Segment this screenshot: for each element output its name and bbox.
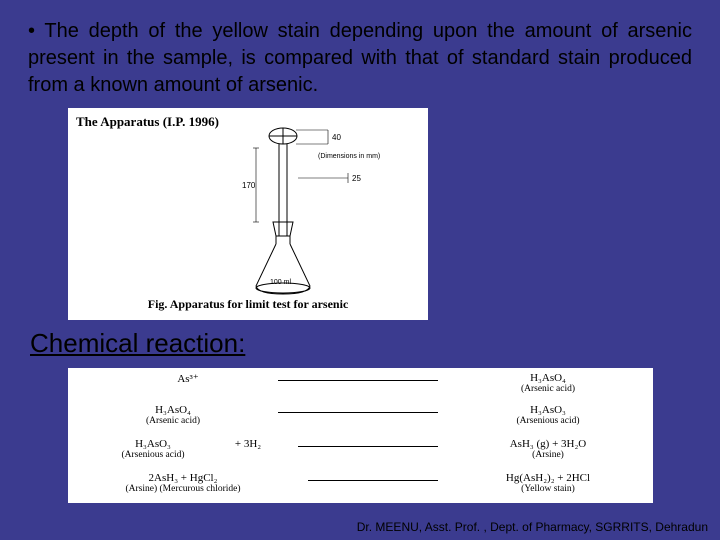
r3-left-name: (Arsenious acid) bbox=[88, 450, 218, 460]
r4-right-name: (Yellow stain) bbox=[458, 484, 638, 494]
r4-arrow bbox=[308, 480, 438, 481]
r2-left-name: (Arsenic acid) bbox=[98, 416, 248, 426]
dim-tube: 170 bbox=[242, 181, 256, 190]
r3-right-formula: AsH₃ (g) + 3H₂O bbox=[458, 438, 638, 450]
r2-left-formula: H₃AsO₄ bbox=[98, 404, 248, 416]
footer-credit: Dr. MEENU, Asst. Prof. , Dept. of Pharma… bbox=[357, 520, 708, 534]
r1-left-formula: As³⁺ bbox=[128, 372, 248, 385]
r2-arrow bbox=[278, 412, 438, 413]
apparatus-title: The Apparatus (I.P. 1996) bbox=[76, 114, 219, 130]
r4-left-name: (Arsine) (Mercurous chloride) bbox=[78, 484, 288, 494]
r4-right-formula: Hg(AsH₂)₂ + 2HCl bbox=[458, 472, 638, 484]
r1-right-formula: H₃AsO₄ bbox=[468, 372, 628, 384]
r4-left-formula: 2AsH₃ + HgCl₂ bbox=[78, 472, 288, 484]
apparatus-caption: Fig. Apparatus for limit test for arseni… bbox=[68, 297, 428, 312]
dim-unit-label: (Dimensions in mm) bbox=[318, 153, 380, 160]
r2-right-name: (Arsenious acid) bbox=[468, 416, 628, 426]
r2-right-formula: H₃AsO₃ bbox=[468, 404, 628, 416]
r3-right-name: (Arsine) bbox=[458, 450, 638, 460]
r1-right-name: (Arsenic acid) bbox=[468, 384, 628, 394]
section-heading: Chemical reaction: bbox=[30, 328, 245, 359]
apparatus-diagram: 40 170 25 (Dimensions in mm) 100 ml bbox=[218, 118, 388, 298]
r3-plus: + 3H₂ bbox=[218, 438, 278, 450]
r3-left-formula: H₃AsO₃ bbox=[88, 438, 218, 450]
apparatus-figure: The Apparatus (I.P. 1996) bbox=[68, 108, 428, 320]
dim-side: 25 bbox=[352, 174, 361, 183]
flask-label: 100 ml bbox=[270, 279, 291, 286]
r3-arrow bbox=[298, 446, 438, 447]
dim-top: 40 bbox=[332, 133, 341, 142]
reaction-panel: As³⁺ H₃AsO₄ (Arsenic acid) H₃AsO₄ (Arsen… bbox=[68, 368, 653, 503]
bullet-text: • The depth of the yellow stain dependin… bbox=[28, 18, 692, 99]
r1-arrow bbox=[278, 380, 438, 381]
